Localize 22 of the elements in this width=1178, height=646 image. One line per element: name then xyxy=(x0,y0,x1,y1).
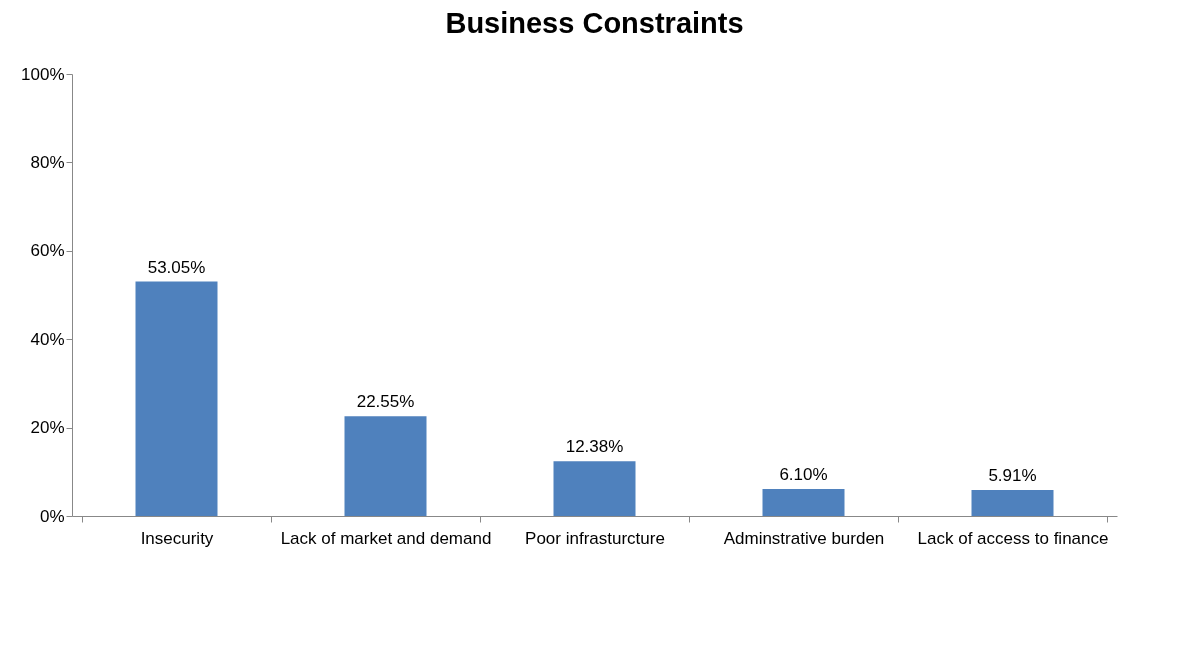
data-label: 5.91% xyxy=(988,465,1037,485)
data-label: 53.05% xyxy=(147,257,206,277)
data-label: 22.55% xyxy=(356,392,415,412)
y-tick-label: 20% xyxy=(30,418,65,438)
data-label: 12.38% xyxy=(565,437,624,457)
x-tick-label: Insecurity xyxy=(140,528,214,548)
x-tick-label: Lack of access to finance xyxy=(917,528,1109,548)
bar xyxy=(344,416,427,516)
y-tick-label: 100% xyxy=(21,64,65,84)
bar xyxy=(762,489,845,516)
bar xyxy=(971,489,1054,516)
data-label: 6.10% xyxy=(779,465,828,485)
x-tick-label: Adminstrative burden xyxy=(723,528,885,548)
bar xyxy=(135,281,218,516)
y-tick-label: 40% xyxy=(30,329,65,349)
y-tick-label: 80% xyxy=(30,152,65,172)
y-tick-label: 60% xyxy=(30,241,65,261)
x-tick-label: Poor infrasturcture xyxy=(525,528,665,548)
bar xyxy=(553,461,636,516)
chart-title: Business Constraints xyxy=(445,7,744,39)
y-tick-label: 0% xyxy=(39,506,65,526)
x-tick-label: Lack of market and demand xyxy=(280,528,492,548)
